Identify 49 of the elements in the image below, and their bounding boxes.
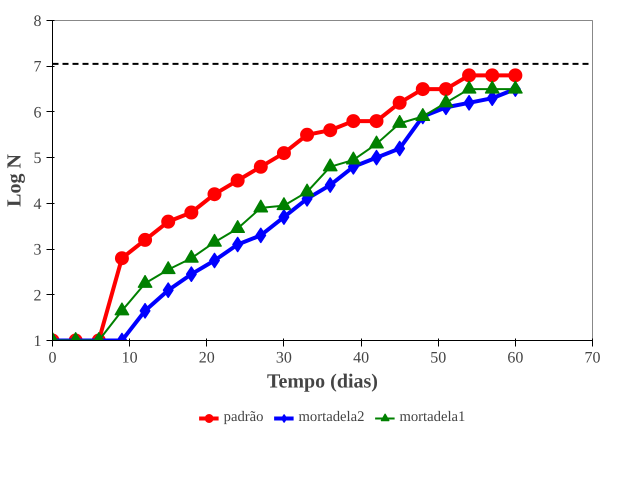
point — [508, 68, 522, 82]
point — [254, 160, 268, 174]
y-tick-label: 3 — [34, 242, 42, 259]
x-axis-title: Tempo (dias) — [267, 370, 378, 392]
point — [230, 220, 246, 234]
point — [323, 123, 338, 138]
y-tick-label: 5 — [34, 150, 42, 168]
point — [322, 158, 338, 172]
point — [207, 234, 222, 247]
point — [160, 261, 176, 274]
point — [138, 274, 153, 288]
x-tick-label: 40 — [353, 350, 370, 366]
point — [161, 214, 176, 229]
x-tick-label: 10 — [122, 350, 138, 366]
legend-label: padrão — [224, 409, 264, 426]
point — [138, 232, 152, 247]
point — [438, 82, 453, 96]
point — [485, 68, 500, 82]
y-axis-title: Log N — [4, 154, 26, 207]
y-tick-label: 7 — [34, 58, 42, 76]
legend-label: mortadela1 — [399, 409, 466, 426]
point — [230, 174, 245, 188]
point — [370, 114, 384, 128]
y-tick-label: 4 — [34, 196, 42, 213]
point — [392, 96, 407, 110]
point — [300, 183, 315, 196]
x-tick-label: 70 — [584, 350, 600, 366]
x-tick-label: 20 — [198, 350, 215, 366]
x-tick-label: 30 — [276, 350, 292, 366]
y-tick-label: 1 — [34, 333, 42, 350]
point — [276, 146, 291, 160]
x-tick-label: 50 — [430, 350, 446, 366]
point — [394, 140, 406, 156]
x-tick-label: 0 — [48, 350, 56, 366]
point — [416, 82, 430, 96]
point — [208, 187, 222, 202]
point — [346, 114, 360, 128]
point — [300, 128, 314, 142]
point — [253, 199, 268, 212]
y-tick-label: 8 — [34, 13, 42, 30]
legend-label: mortadela2 — [298, 409, 364, 426]
point — [184, 250, 199, 263]
x-tick-label: 60 — [507, 350, 524, 366]
point — [276, 197, 292, 210]
y-tick-label: 2 — [34, 287, 42, 304]
y-tick-label: 6 — [34, 104, 42, 122]
point — [462, 68, 476, 82]
point — [184, 206, 198, 220]
point — [114, 302, 130, 316]
